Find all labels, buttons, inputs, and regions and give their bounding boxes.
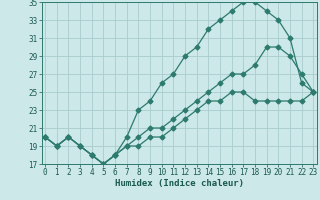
X-axis label: Humidex (Indice chaleur): Humidex (Indice chaleur)	[115, 179, 244, 188]
